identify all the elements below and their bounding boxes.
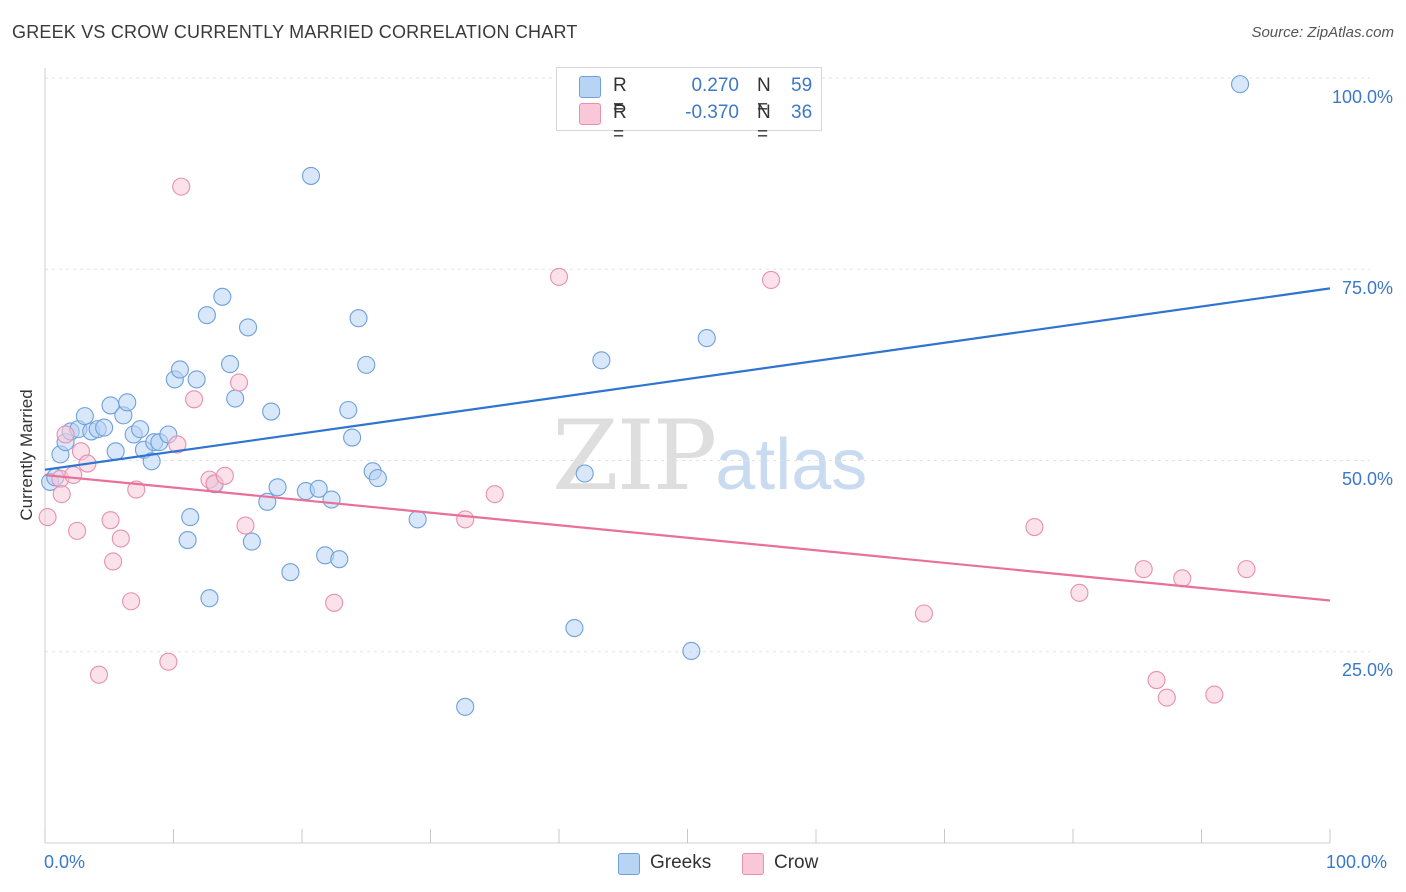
crow-point xyxy=(229,373,249,392)
greeks-point xyxy=(131,420,150,439)
greeks-legend-label: Greeks xyxy=(650,852,712,873)
crow-point xyxy=(1205,685,1224,704)
crow-point xyxy=(215,466,234,485)
greeks-point xyxy=(142,452,161,471)
crow-point xyxy=(56,425,75,444)
greeks-point xyxy=(456,697,475,716)
crow-point xyxy=(1134,560,1153,579)
x-tick-min: 0.0% xyxy=(44,852,86,872)
r-label: R = xyxy=(613,102,627,145)
greeks-point xyxy=(118,393,137,412)
greeks-legend-swatch xyxy=(618,853,640,875)
y-axis-label: Currently Married xyxy=(17,389,36,521)
greeks-point xyxy=(238,318,258,337)
greeks-point xyxy=(408,510,427,529)
greeks-point xyxy=(178,531,197,550)
greeks-point xyxy=(301,166,321,185)
crow-point xyxy=(68,521,87,540)
x-tick-max: 100.0% xyxy=(1326,852,1388,872)
crow-trend-line xyxy=(44,473,1331,602)
greeks-trend-line xyxy=(44,287,1331,471)
greeks-point xyxy=(565,618,584,638)
crow-point xyxy=(1025,518,1044,537)
greeks-point xyxy=(262,402,281,421)
crow-point xyxy=(914,604,933,623)
greeks-point xyxy=(220,355,240,374)
greeks-point xyxy=(242,532,261,551)
crow-point xyxy=(549,267,569,286)
greeks-point xyxy=(95,418,114,437)
greeks-point xyxy=(106,442,125,461)
greeks-point xyxy=(181,508,200,527)
crow-legend-swatch xyxy=(742,853,764,875)
greeks-point xyxy=(309,479,328,498)
source-credit: Source: ZipAtlas.com xyxy=(1251,24,1394,41)
crow-swatch xyxy=(579,103,601,125)
greeks-point xyxy=(187,370,206,389)
watermark-zip: ZIP xyxy=(552,400,717,512)
crow-point xyxy=(122,592,141,611)
n-value: 59 xyxy=(791,75,813,96)
greeks-point xyxy=(268,478,287,497)
n-label: N = xyxy=(757,102,771,145)
greeks-point xyxy=(682,641,701,661)
y-tick-25: 25.0% xyxy=(1341,660,1393,680)
r-value: 0.270 xyxy=(691,75,739,96)
greeks-point xyxy=(1231,75,1250,94)
crow-point xyxy=(1070,583,1089,602)
crow-point xyxy=(52,485,71,504)
greeks-point xyxy=(75,407,94,426)
greeks-point xyxy=(330,550,349,569)
y-tick-100: 100.0% xyxy=(1331,87,1393,107)
crow-point xyxy=(64,465,83,485)
greeks-point xyxy=(170,360,189,379)
n-label: N = xyxy=(757,75,771,118)
greeks-point xyxy=(226,389,245,408)
y-tick-50: 50.0% xyxy=(1341,469,1393,489)
crow-point xyxy=(236,516,255,535)
crow-point xyxy=(485,485,504,504)
greeks-point xyxy=(357,355,376,374)
greeks-point xyxy=(592,351,611,370)
greeks-point xyxy=(200,589,219,608)
n-value: 36 xyxy=(791,102,813,123)
chart-title: GREEK VS CROW CURRENTLY MARRIED CORRELAT… xyxy=(12,22,578,42)
crow-point xyxy=(761,270,781,290)
r-value: -0.370 xyxy=(685,102,739,123)
greeks-point xyxy=(575,464,594,483)
crow-point xyxy=(111,529,130,548)
greeks-point xyxy=(281,563,300,582)
crow-point xyxy=(89,665,109,684)
greeks-point xyxy=(343,428,362,447)
crow-point xyxy=(1157,688,1176,707)
greeks-swatch xyxy=(579,76,601,98)
y-tick-75: 75.0% xyxy=(1341,278,1393,298)
crow-point xyxy=(185,390,204,409)
crow-legend-label: Crow xyxy=(774,852,819,873)
r-label: R = xyxy=(613,75,627,118)
greeks-point xyxy=(213,287,232,306)
greeks-point xyxy=(697,329,716,348)
crow-point xyxy=(1173,569,1192,588)
watermark: ZIPatlas xyxy=(552,400,867,512)
crow-point xyxy=(456,510,475,529)
crow-point xyxy=(172,177,191,196)
crow-point xyxy=(38,508,57,527)
greeks-point xyxy=(368,469,387,488)
crow-point xyxy=(168,435,187,454)
crow-point xyxy=(159,652,178,671)
watermark-atlas: atlas xyxy=(715,425,868,505)
crow-point xyxy=(1237,560,1256,579)
crow-point xyxy=(104,552,123,571)
crow-point xyxy=(1147,671,1166,690)
greeks-point xyxy=(322,490,341,509)
greeks-point xyxy=(349,309,368,328)
greeks-point xyxy=(339,400,358,420)
stats-legend: R = 0.270 N = 59 R = -0.370 N = 36 xyxy=(556,67,822,145)
crow-point xyxy=(101,511,120,530)
crow-point xyxy=(325,593,344,612)
greeks-point xyxy=(197,306,216,325)
